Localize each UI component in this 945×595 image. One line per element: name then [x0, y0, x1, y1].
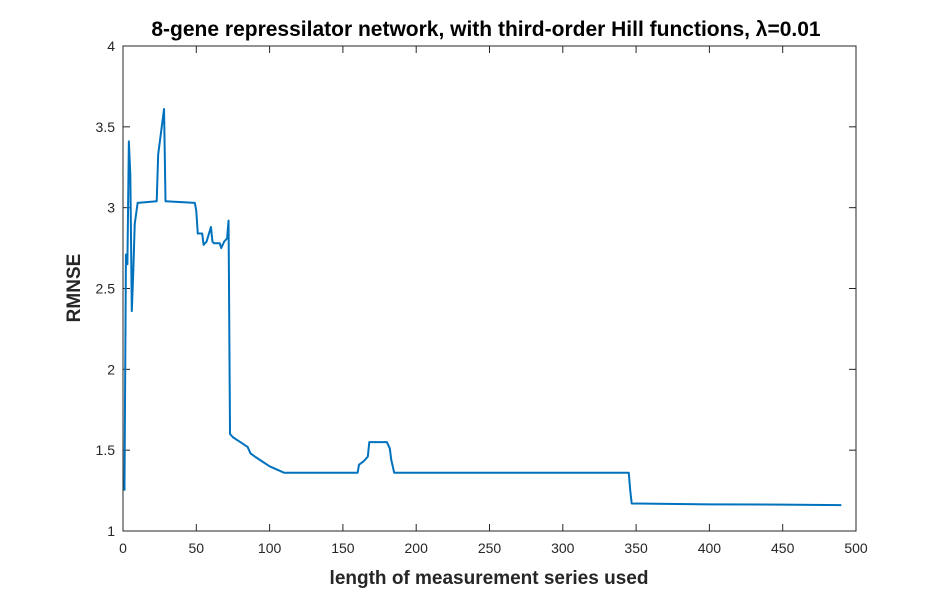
x-axis-label: length of measurement series used	[330, 568, 649, 589]
x-tick-label: 100	[258, 540, 282, 556]
y-tick-label: 1	[107, 523, 115, 539]
y-tick-label: 1.5	[96, 442, 116, 458]
x-tick-label: 400	[698, 540, 722, 556]
x-tick-label: 200	[405, 540, 429, 556]
x-tick-label: 150	[331, 540, 355, 556]
x-tick-label: 250	[478, 540, 502, 556]
x-tick-labels: 0 50 100 150 200 250 300 350 400 450 500	[119, 540, 868, 556]
y-tick-label: 2	[107, 361, 115, 377]
y-axis-label: RMNSE	[64, 254, 85, 323]
y-tick-label: 4	[107, 38, 115, 54]
y-tick-label: 2.5	[96, 281, 116, 297]
series-line	[123, 108, 842, 507]
y-tick-labels: 1 1.5 2 2.5 3 3.5 4	[96, 38, 116, 539]
x-tick-label: 300	[551, 540, 575, 556]
x-tick-label: 500	[844, 540, 868, 556]
x-tick-label: 50	[189, 540, 205, 556]
axis-ticks	[122, 45, 857, 532]
x-tick-label: 350	[624, 540, 648, 556]
plot-area	[122, 45, 857, 532]
y-tick-label: 3.5	[96, 119, 116, 135]
x-tick-label: 0	[119, 540, 127, 556]
y-tick-label: 3	[107, 200, 115, 216]
x-tick-label: 450	[771, 540, 795, 556]
chart-title: 8-gene repressilator network, with third…	[151, 18, 821, 41]
